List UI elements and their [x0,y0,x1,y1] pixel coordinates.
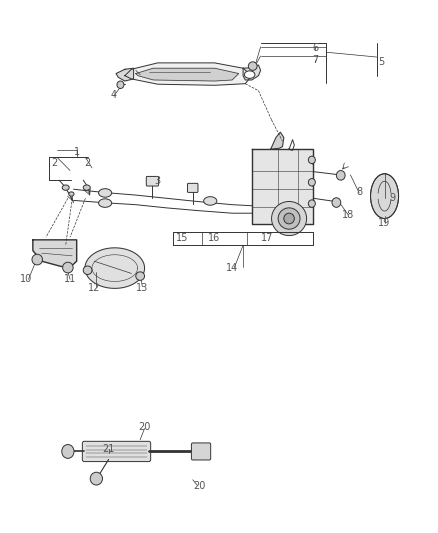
Ellipse shape [244,71,255,78]
Text: 15: 15 [176,233,188,243]
Ellipse shape [32,254,42,265]
Text: 17: 17 [261,233,273,243]
Ellipse shape [62,445,74,458]
FancyBboxPatch shape [191,443,211,460]
Text: 13: 13 [136,283,148,293]
Polygon shape [33,240,77,266]
Ellipse shape [62,185,69,190]
Text: 9: 9 [389,193,395,203]
Ellipse shape [336,171,345,180]
Text: 4: 4 [111,90,117,100]
Ellipse shape [278,208,300,229]
Ellipse shape [136,272,145,280]
Text: 11: 11 [64,274,76,284]
Text: 2: 2 [85,158,91,167]
Ellipse shape [371,174,399,219]
Polygon shape [271,132,284,149]
Ellipse shape [83,266,92,274]
Ellipse shape [308,179,315,186]
Polygon shape [243,65,261,80]
Ellipse shape [204,197,217,205]
Text: 6: 6 [312,43,318,53]
Text: 14: 14 [226,263,238,272]
Polygon shape [85,248,145,288]
Text: 1: 1 [74,147,80,157]
Polygon shape [125,63,252,85]
Text: 21: 21 [102,444,115,454]
Text: 19: 19 [378,218,391,228]
Polygon shape [136,68,239,81]
Text: 12: 12 [88,283,100,293]
Text: 10: 10 [20,274,32,284]
Ellipse shape [272,201,307,236]
Ellipse shape [308,200,315,207]
Ellipse shape [99,189,112,197]
Polygon shape [252,149,313,224]
Text: 20: 20 [138,423,151,432]
FancyBboxPatch shape [146,176,159,186]
Ellipse shape [308,156,315,164]
Text: 20: 20 [193,481,205,491]
Text: 2: 2 [52,158,58,167]
Text: 8: 8 [356,187,362,197]
Ellipse shape [83,185,90,190]
Ellipse shape [99,199,112,207]
Text: 7: 7 [312,55,318,64]
Text: 3: 3 [155,176,161,186]
Ellipse shape [69,192,74,196]
Ellipse shape [90,472,102,485]
Polygon shape [116,68,134,81]
Text: 5: 5 [378,58,384,67]
Text: 16: 16 [208,233,220,243]
Ellipse shape [63,262,73,273]
Text: 18: 18 [342,210,354,220]
Ellipse shape [332,198,341,207]
FancyBboxPatch shape [187,183,198,192]
FancyBboxPatch shape [82,441,151,462]
Ellipse shape [284,213,294,224]
Ellipse shape [248,62,257,70]
Ellipse shape [117,81,124,88]
